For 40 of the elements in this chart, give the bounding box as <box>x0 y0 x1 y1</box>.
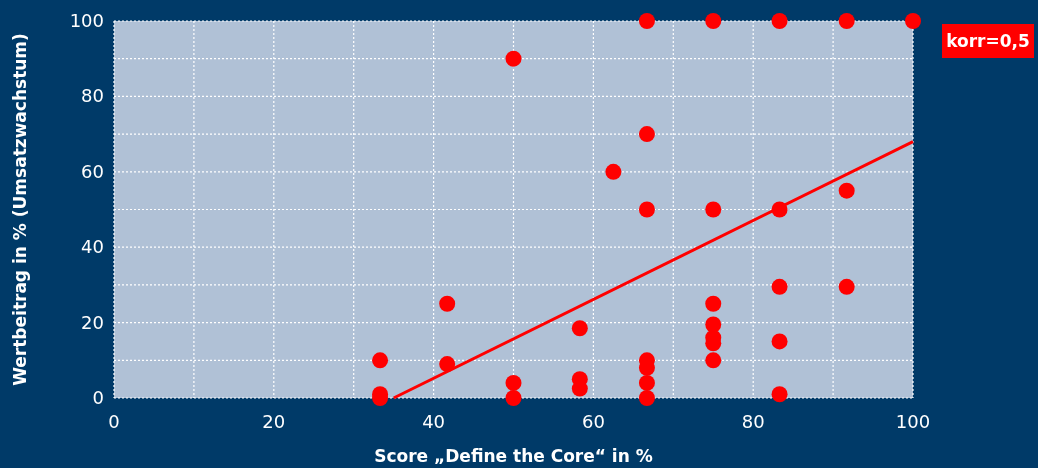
point <box>605 163 622 180</box>
point <box>705 295 722 312</box>
y-tick-label: 20 <box>81 311 104 333</box>
y-tick-label: 40 <box>81 236 104 258</box>
text: korr=0,5 <box>946 31 1030 51</box>
point <box>705 13 722 29</box>
y-tick-label: 100 <box>69 10 104 31</box>
x-axis-title: Score „Define the Core“ in % <box>374 446 653 466</box>
point <box>372 352 389 369</box>
point <box>505 50 522 67</box>
point <box>638 201 655 218</box>
point <box>838 278 855 295</box>
point <box>505 374 522 391</box>
point <box>771 278 788 295</box>
y-tick-label: 0 <box>92 387 104 408</box>
point <box>771 333 788 350</box>
point <box>638 374 655 391</box>
x-tick-label: 20 <box>262 411 286 432</box>
point <box>505 390 522 406</box>
point <box>638 13 655 29</box>
point <box>771 13 788 29</box>
point <box>705 352 722 369</box>
x-tick-label: 0 <box>108 411 120 432</box>
point <box>638 390 655 406</box>
x-tick-label: 80 <box>741 411 765 432</box>
y-tick-label: 80 <box>81 85 104 107</box>
x-tick-label: 60 <box>581 411 605 432</box>
point <box>571 320 588 337</box>
point <box>905 13 921 29</box>
y-tick-label: 60 <box>81 160 104 182</box>
point <box>838 182 855 199</box>
point <box>705 201 722 218</box>
point <box>705 316 722 333</box>
point <box>771 386 788 403</box>
y-axis-title: Wertbeitrag in % (Umsatzwachstum) <box>10 33 30 386</box>
point <box>439 295 456 312</box>
point <box>838 13 855 29</box>
x-tick-label: 40 <box>422 411 446 432</box>
point <box>638 126 655 143</box>
x-tick-label: 100 <box>895 411 931 432</box>
